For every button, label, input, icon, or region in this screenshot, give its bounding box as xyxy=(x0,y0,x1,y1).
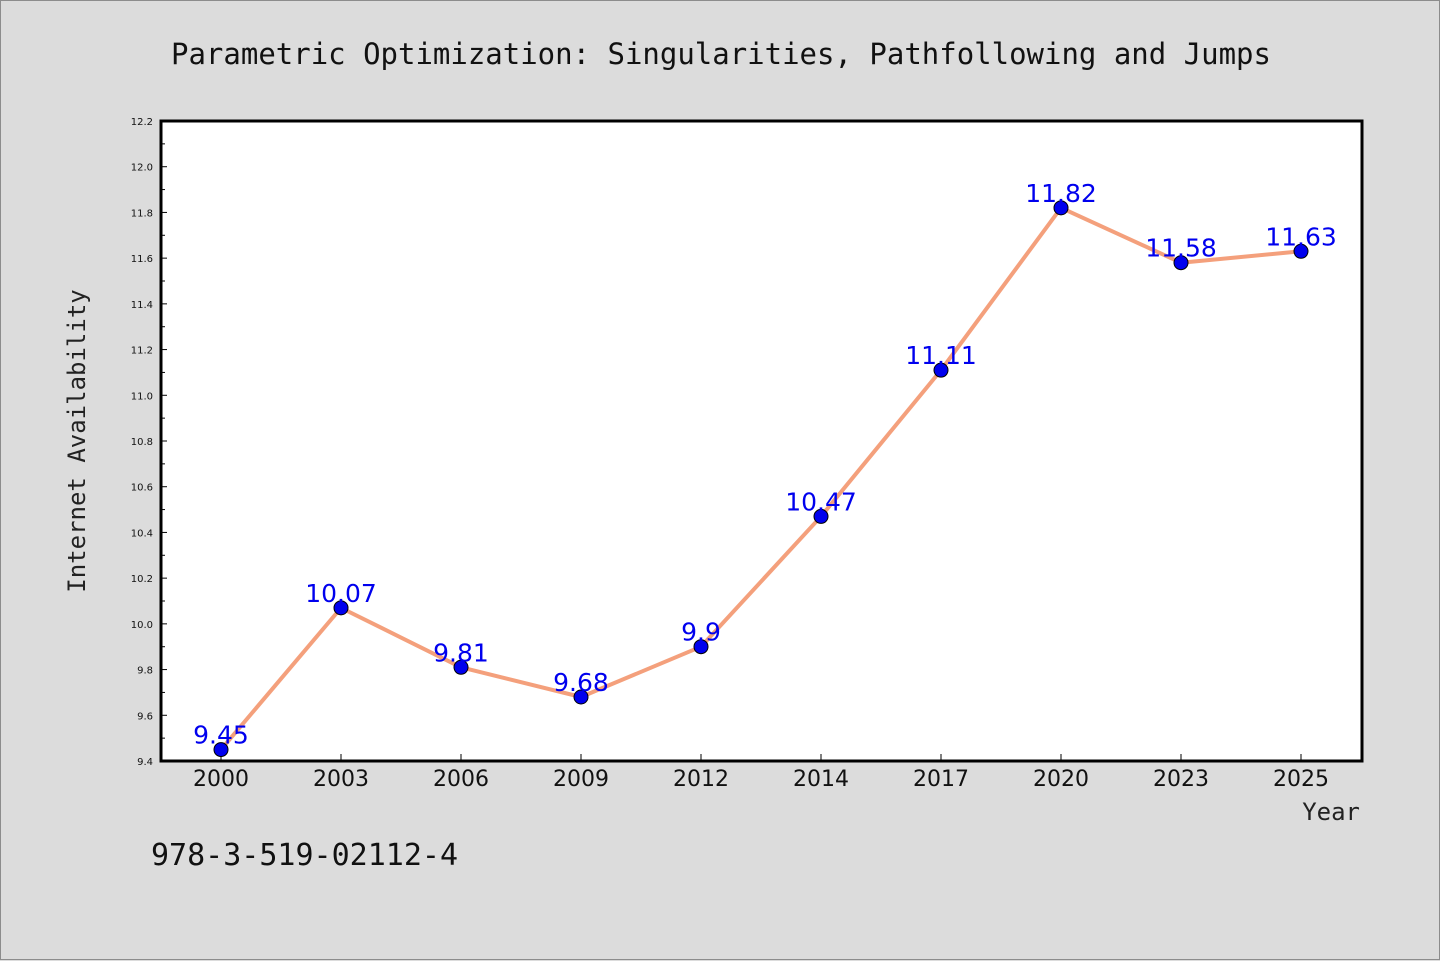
x-tick-label-3: 2009 xyxy=(553,767,609,792)
y-tick-label-4: 10.2 xyxy=(131,574,153,585)
data-point-2000 xyxy=(213,742,229,758)
x-tick-label-7: 2020 xyxy=(1033,767,1089,792)
isbn-footnote: 978-3-519-02112-4 xyxy=(151,838,458,873)
y-tick-label-13: 12.0 xyxy=(131,163,153,174)
data-point-2014 xyxy=(813,508,829,524)
y-tick-label-9: 11.2 xyxy=(131,346,153,357)
x-tick-label-9: 2025 xyxy=(1273,767,1329,792)
data-label-2014: 10.47 xyxy=(785,487,857,516)
y-axis: 9.4 9.6 9.8 10.0 10.2 10.4 10.6 10.8 11.0 11.2 11.… xyxy=(131,117,167,768)
y-tick-label-12: 11.8 xyxy=(131,208,153,219)
x-tick-label-4: 2012 xyxy=(673,767,729,792)
data-label-2012: 9.9 xyxy=(681,618,721,647)
series-line xyxy=(219,205,1302,751)
data-point-2003 xyxy=(333,600,349,616)
data-point-2020 xyxy=(1053,200,1069,216)
x-tick-label-0: 2000 xyxy=(193,767,249,792)
x-axis-label: Year xyxy=(1302,798,1360,826)
data-label-2025: 11.63 xyxy=(1265,222,1337,251)
x-tick-label-8: 2023 xyxy=(1153,767,1209,792)
y-tick-label-14: 12.2 xyxy=(131,117,153,128)
data-label-2009: 9.68 xyxy=(553,668,609,697)
x-tick-label-1: 2003 xyxy=(313,767,369,792)
plot-area xyxy=(159,119,1364,763)
data-point-2017 xyxy=(933,362,949,378)
y-tick-label-0: 9.4 xyxy=(137,757,153,768)
y-tick-label-3: 10.0 xyxy=(131,620,153,631)
data-label-2006: 9.81 xyxy=(433,638,489,667)
data-point-2012 xyxy=(693,639,709,655)
x-tick-label-2: 2006 xyxy=(433,767,489,792)
data-point-2023 xyxy=(1173,255,1189,271)
data-label-2020: 11.82 xyxy=(1025,179,1097,208)
x-tick-label-6: 2017 xyxy=(913,767,969,792)
data-label-2017: 11.11 xyxy=(905,341,977,370)
y-tick-label-6: 10.6 xyxy=(131,483,153,494)
y-tick-label-2: 9.8 xyxy=(137,666,153,677)
y-tick-label-11: 11.6 xyxy=(131,254,153,265)
x-axis: 2000 2003 2006 2009 2012 2014 2017 2020 2023 2025 xyxy=(193,754,1329,792)
y-tick-label-5: 10.4 xyxy=(131,528,153,539)
y-tick-label-1: 9.6 xyxy=(137,711,153,722)
data-labels: 9.45 10.07 9.81 9.68 9.9 10.47 11.11 11.82 11.58… xyxy=(193,179,1337,750)
data-point-2006 xyxy=(453,659,469,675)
y-axis-label: Internet Availability xyxy=(63,289,91,592)
chart-title: Parametric Optimization: Singularities, … xyxy=(171,37,1271,71)
y-tick-label-8: 11.0 xyxy=(131,391,153,402)
x-tick-label-5: 2014 xyxy=(793,767,849,792)
series-markers xyxy=(213,200,1309,758)
data-label-2000: 9.45 xyxy=(193,721,249,750)
y-tick-label-7: 10.8 xyxy=(131,437,153,448)
data-point-2025 xyxy=(1293,243,1309,259)
y-tick-label-10: 11.4 xyxy=(131,300,153,311)
data-label-2003: 10.07 xyxy=(305,579,377,608)
data-point-2009 xyxy=(573,689,589,705)
data-label-2023: 11.58 xyxy=(1145,234,1217,263)
